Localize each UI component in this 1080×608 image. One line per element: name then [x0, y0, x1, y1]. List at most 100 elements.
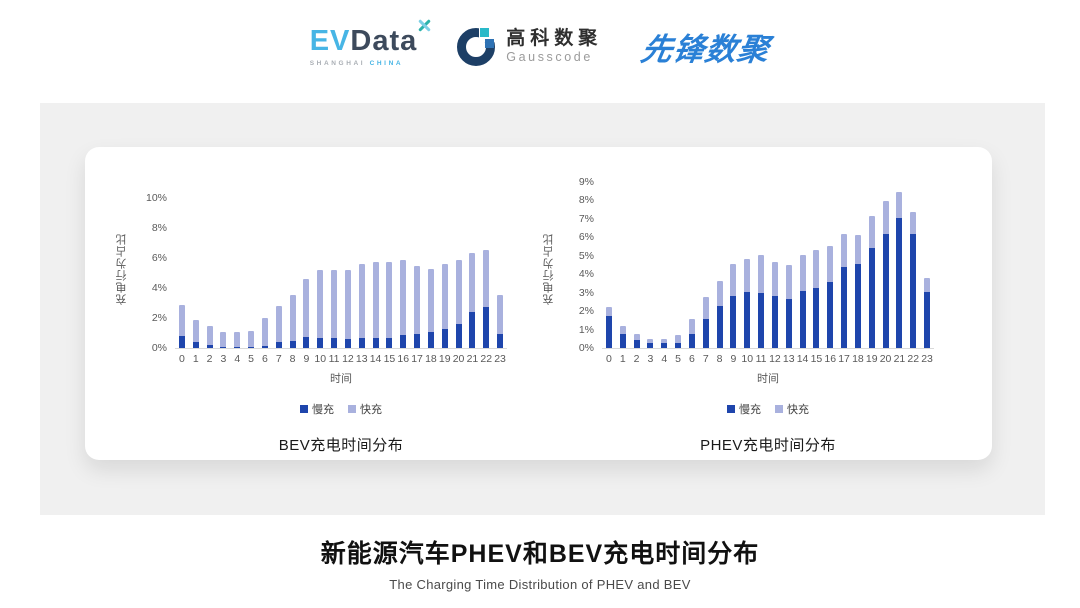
- bar-segment-慢充-hour-10: [317, 337, 324, 348]
- header-logos: EVData SHANGHAI CHINA 高科数聚 Gausscode 先锋数…: [0, 24, 1080, 69]
- bar-segment-慢充-hour-2: [633, 339, 640, 348]
- legend-marker-icon: [775, 405, 783, 413]
- x-tick-label-19: 19: [438, 353, 451, 365]
- bar-segment-快充-hour-13: [358, 263, 365, 339]
- bar-segment-快充-hour-3: [647, 338, 654, 344]
- bar-segment-慢充-hour-11: [331, 337, 338, 348]
- y-tick-label-0: 0%: [578, 342, 594, 354]
- phev-x-axis-title: 时间: [757, 373, 779, 385]
- bar-segment-慢充-hour-3: [220, 346, 227, 348]
- bar-segment-慢充-hour-0: [178, 336, 185, 348]
- bar-segment-快充-hour-4: [234, 332, 241, 347]
- gray-panel: 充电行为占比 0% 2% 4% 6% 8% 10% 0 1 2 3 4 5 6 7 8 9 10 11 12 13 1…: [40, 103, 1045, 515]
- gausscode-en-name: Gausscode: [506, 50, 593, 65]
- legend-label: 慢充: [312, 404, 334, 416]
- bar-segment-慢充-hour-11: [758, 292, 765, 348]
- stacked-bar-hour-15: [813, 250, 820, 348]
- x-tick-label-7: 7: [702, 353, 709, 365]
- y-tick-label-2: 2%: [151, 312, 167, 324]
- y-tick-label-2: 2%: [578, 305, 594, 318]
- x-tick-label-18: 18: [425, 353, 437, 365]
- bar-segment-慢充-hour-8: [716, 305, 723, 348]
- bar-segment-快充-hour-13: [785, 265, 792, 300]
- phev-chart: 充电行为占比 0% 1% 2% 3% 4% 5% 6% 7% 8% 9% 0 1 2 3 4 5 6 7 8 9 10…: [540, 173, 942, 455]
- x-tick-label-13: 13: [782, 353, 795, 365]
- bev-plot-area: [175, 199, 507, 349]
- evdata-logo: EVData SHANGHAI CHINA: [310, 24, 418, 67]
- bar-segment-慢充-hour-5: [248, 346, 255, 348]
- y-tick-label-7: 7%: [578, 212, 594, 225]
- stacked-bar-hour-19: [868, 216, 875, 348]
- charts-card: 充电行为占比 0% 2% 4% 6% 8% 10% 0 1 2 3 4 5 6 7 8 9 10 11 12 13 1…: [85, 147, 992, 460]
- bar-segment-快充-hour-8: [289, 294, 296, 341]
- x-tick-label-15: 15: [383, 353, 396, 365]
- main-subtitle: The Charging Time Distribution of PHEV a…: [389, 577, 691, 592]
- stacked-bar-hour-7: [702, 297, 709, 348]
- stacked-bar-hour-19: [441, 264, 448, 348]
- x-tick-label-10: 10: [741, 353, 754, 365]
- stacked-bar-hour-17: [841, 233, 848, 348]
- stacked-bar-hour-12: [344, 270, 351, 348]
- bar-segment-快充-hour-10: [317, 270, 324, 338]
- bev-chart: 充电行为占比 0% 2% 4% 6% 8% 10% 0 1 2 3 4 5 6 7 8 9 10 11 12 13 1…: [113, 173, 515, 455]
- stacked-bar-hour-6: [688, 318, 695, 348]
- x-tick-label-6: 6: [688, 353, 695, 365]
- bar-segment-快充-hour-20: [882, 201, 889, 234]
- stacked-bar-hour-2: [633, 334, 640, 348]
- x-tick-label-20: 20: [452, 353, 465, 365]
- stacked-bar-hour-3: [647, 338, 654, 348]
- stacked-bar-hour-7: [275, 306, 282, 348]
- legend-marker-icon: [300, 405, 308, 413]
- gausscode-teal-square-shape: [480, 27, 490, 37]
- phev-x-axis-ticks: 0 1 2 3 4 5 6 7 8 9 10 11 12 13 14 15 16 17 18 19 20 21 22 23: [602, 353, 934, 366]
- bar-segment-快充-hour-12: [344, 270, 351, 339]
- bar-segment-慢充-hour-18: [427, 331, 434, 348]
- bar-segment-慢充-hour-6: [261, 345, 268, 348]
- stacked-bar-hour-20: [882, 201, 889, 348]
- bev-chart-title: BEV充电时间分布: [278, 437, 404, 454]
- x-tick-label-22: 22: [480, 353, 493, 365]
- x-tick-label-21: 21: [893, 353, 906, 365]
- stacked-bar-hour-4: [661, 338, 668, 348]
- x-tick-label-2: 2: [206, 353, 213, 365]
- y-tick-label-9: 9%: [578, 176, 594, 188]
- bar-segment-慢充-hour-13: [785, 299, 792, 348]
- stacked-bar-hour-17: [414, 266, 421, 348]
- legend-item-慢充: 慢充: [300, 401, 334, 417]
- bar-segment-慢充-hour-7: [702, 318, 709, 348]
- bar-segment-慢充-hour-16: [400, 335, 407, 348]
- bar-segment-慢充-hour-21: [896, 218, 903, 348]
- bar-segment-慢充-hour-23: [924, 291, 931, 348]
- bev-x-axis-ticks: 0 1 2 3 4 5 6 7 8 9 10 11 12 13 14 15 16 17 18 19 20 21 22 23: [175, 353, 507, 366]
- bar-segment-快充-hour-11: [331, 270, 338, 338]
- gausscode-text: 高科数聚 Gausscode: [506, 28, 602, 65]
- bar-segment-快充-hour-11: [758, 254, 765, 293]
- bar-segment-慢充-hour-22: [483, 306, 490, 348]
- x-tick-label-5: 5: [675, 353, 681, 365]
- x-tick-label-11: 11: [755, 353, 767, 365]
- bar-segment-快充-hour-17: [841, 233, 848, 267]
- bar-segment-快充-hour-7: [702, 297, 709, 319]
- evdata-data-text: Data: [350, 24, 418, 57]
- bar-segment-慢充-hour-22: [910, 233, 917, 348]
- bar-segment-慢充-hour-4: [234, 346, 241, 348]
- bar-segment-快充-hour-15: [813, 250, 820, 289]
- x-tick-label-15: 15: [810, 353, 823, 365]
- bar-segment-快充-hour-6: [688, 318, 695, 335]
- x-tick-label-19: 19: [865, 353, 878, 365]
- x-tick-label-11: 11: [328, 353, 340, 365]
- bar-segment-慢充-hour-20: [882, 233, 889, 348]
- bar-segment-快充-hour-18: [854, 234, 861, 265]
- stacked-bar-hour-18: [427, 268, 434, 348]
- x-tick-label-7: 7: [275, 353, 282, 365]
- x-tick-label-14: 14: [369, 353, 382, 365]
- bar-segment-慢充-hour-1: [192, 342, 199, 348]
- y-tick-label-5: 5%: [578, 249, 594, 262]
- phev-legend: 慢充 快充: [602, 401, 934, 417]
- bar-segment-慢充-hour-15: [386, 337, 393, 348]
- x-tick-label-5: 5: [248, 353, 254, 365]
- stacked-bar-hour-21: [896, 192, 903, 348]
- bar-segment-快充-hour-0: [178, 304, 185, 336]
- bar-segment-慢充-hour-9: [303, 336, 310, 348]
- bar-segment-慢充-hour-9: [730, 296, 737, 348]
